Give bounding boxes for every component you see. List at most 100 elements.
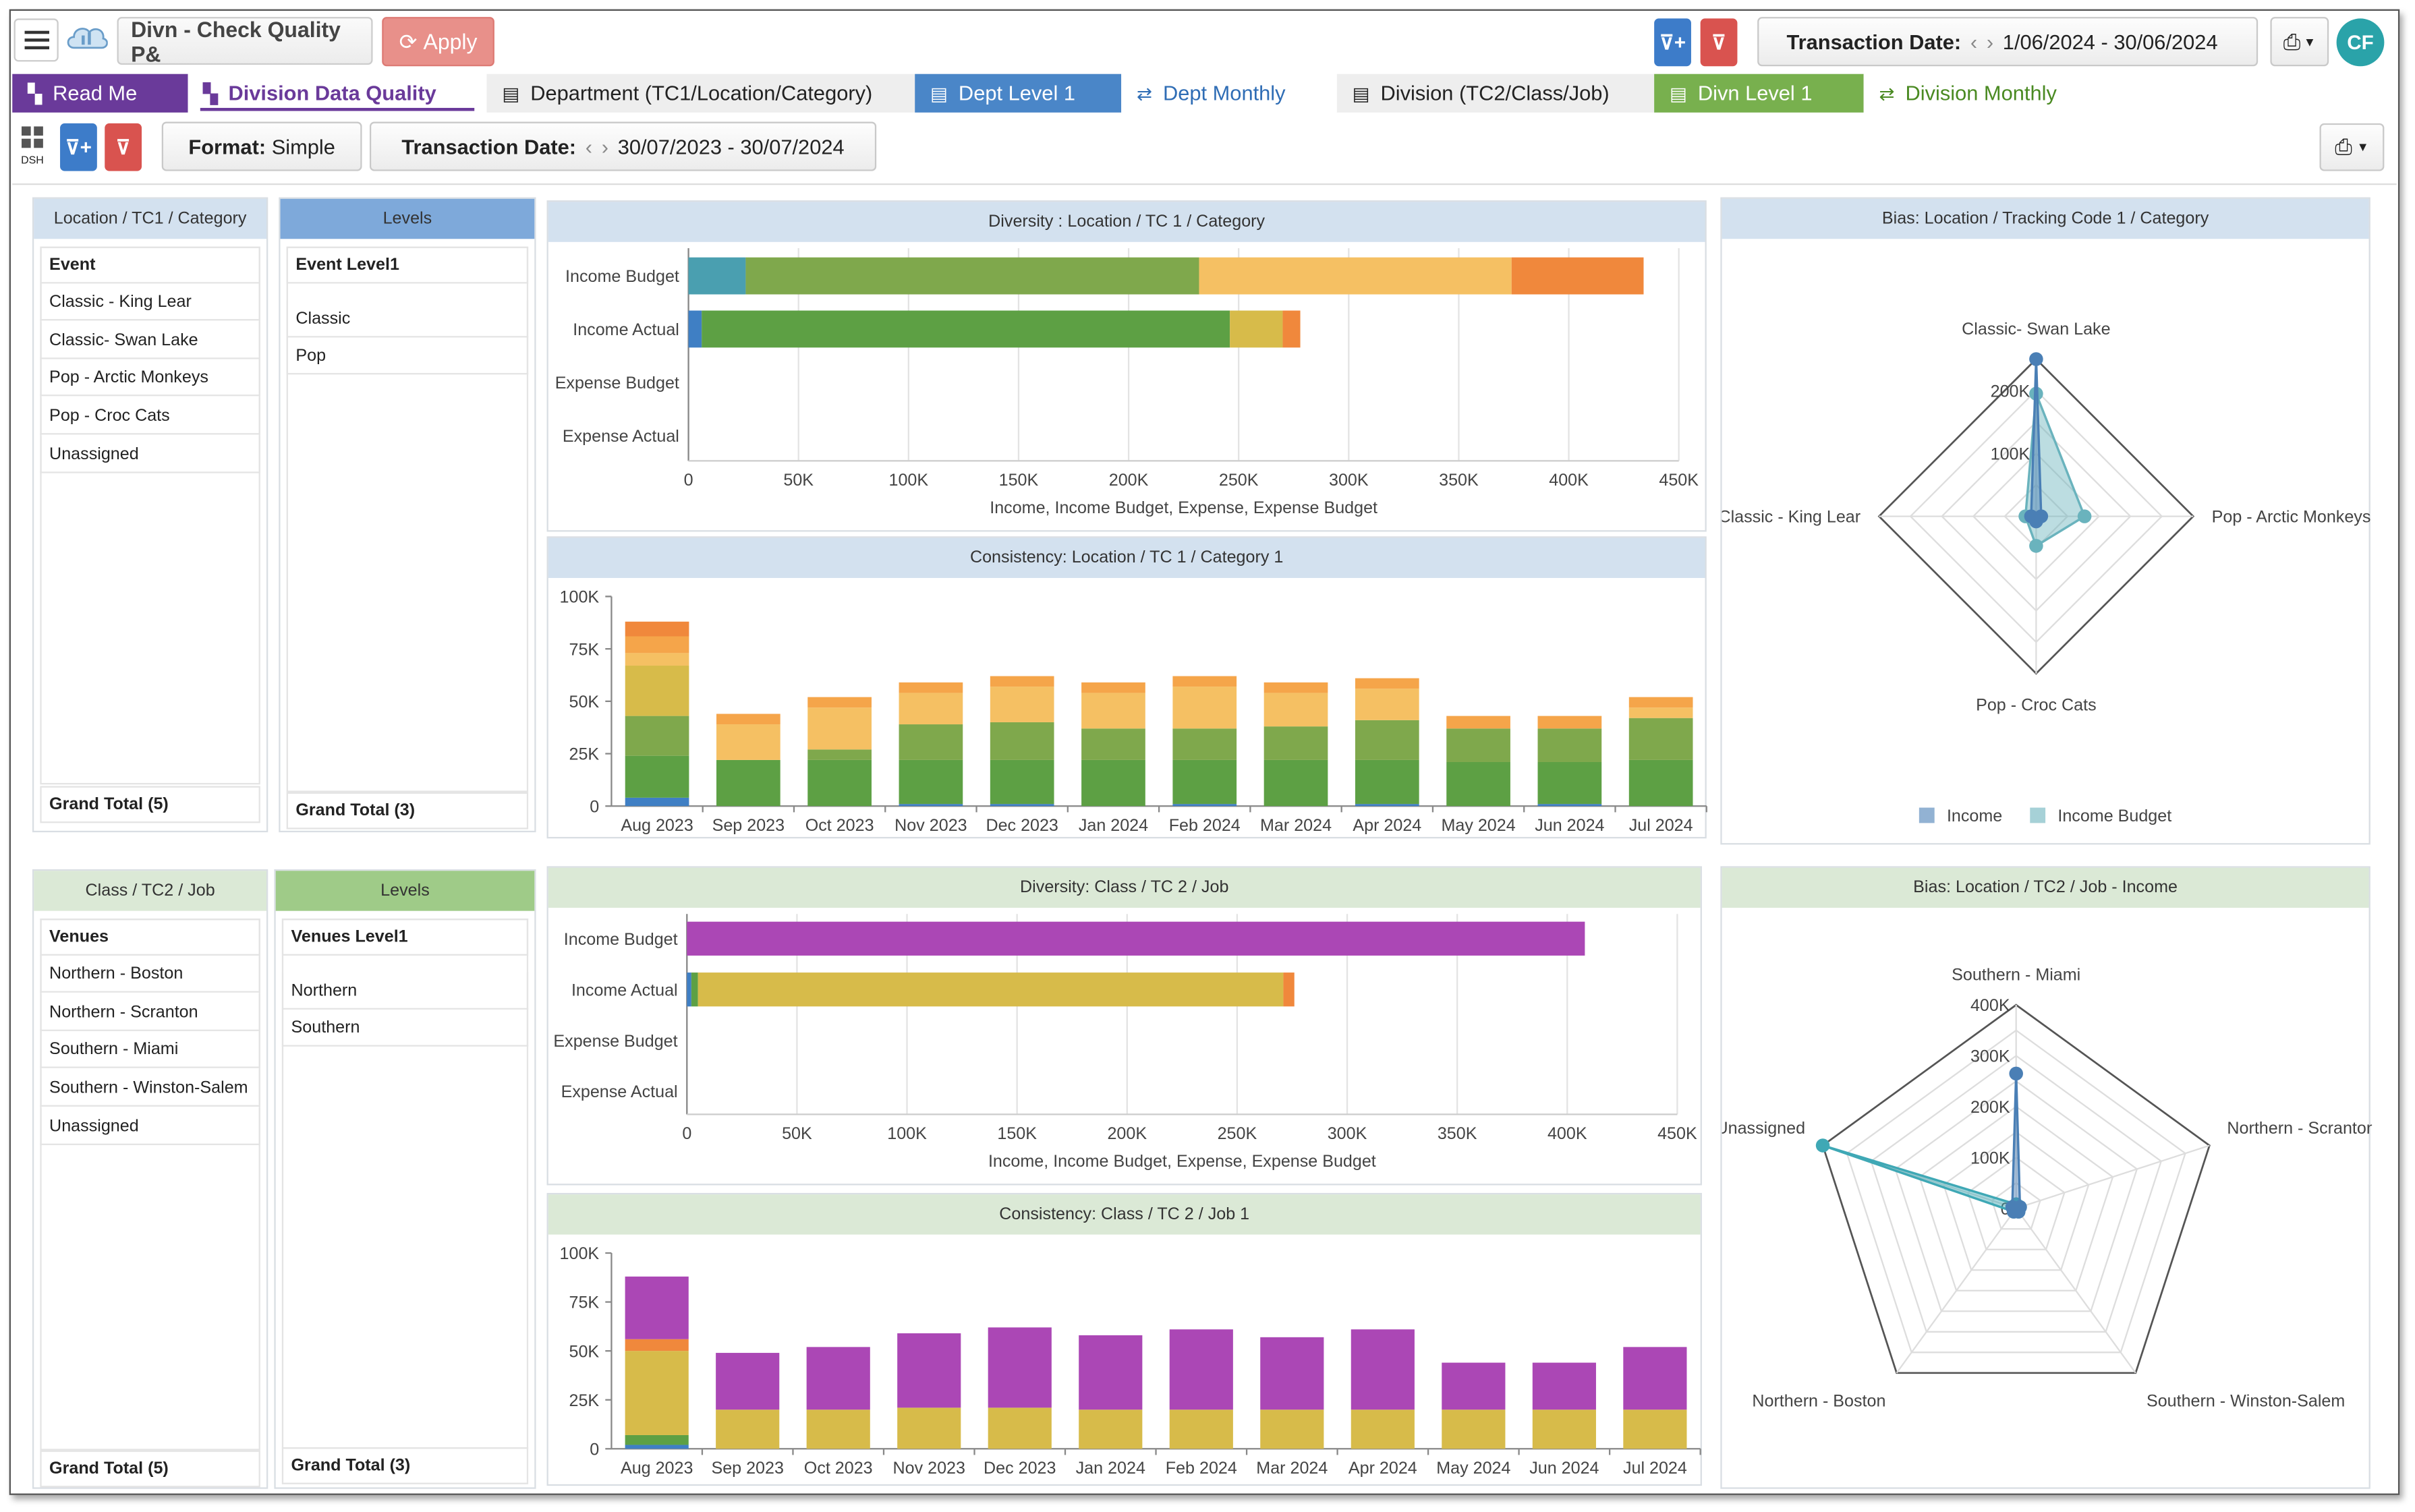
radar-axis-label: Unassigned <box>1722 1119 1805 1138</box>
bar-segment <box>807 759 872 807</box>
chart-title: Bias: Location / Tracking Code 1 / Categ… <box>1722 198 2369 239</box>
list-item[interactable]: Northern - Scranton <box>40 994 260 1031</box>
toolbar-date-filter[interactable]: Transaction Date: ‹ › 30/07/2023 - 30/07… <box>369 121 877 171</box>
bar-segment <box>1446 728 1510 762</box>
list-item[interactable]: Classic <box>286 300 529 338</box>
print-menu-button[interactable]: ⎙ ▼ <box>2270 17 2329 67</box>
legend-swatch <box>2030 807 2046 823</box>
chart-icon: ⇄ <box>1879 82 1895 105</box>
tab-division-data-quality[interactable]: ▚ Division Data Quality <box>188 74 487 113</box>
radar-axis-label: Southern - Miami <box>1952 966 2080 985</box>
tab-label: Department (TC1/Location/Category) <box>530 82 873 105</box>
x-tick-label: 350K <box>1439 471 1479 490</box>
radar-point <box>2029 352 2043 366</box>
tab-divn-level-1[interactable]: ▤ Divn Level 1 <box>1654 74 1864 113</box>
bar-segment <box>988 1327 1052 1408</box>
list-item[interactable]: Northern - Boston <box>40 955 260 993</box>
user-avatar[interactable]: CF <box>2336 18 2385 67</box>
list-item[interactable]: Northern <box>281 972 529 1010</box>
tab-label: Divn Level 1 <box>1697 82 1813 105</box>
tab-dept-monthly[interactable]: ⇄ Dept Monthly <box>1121 74 1337 113</box>
clear-filter-button-2[interactable]: ⊽ <box>105 123 142 171</box>
tab-department-tc1-location-category[interactable]: ▤ Department (TC1/Location/Category) <box>486 74 915 113</box>
print-menu-button-2[interactable]: ⎙ ▼ <box>2319 123 2385 171</box>
bar-segment <box>1537 728 1602 762</box>
hamburger-menu-button[interactable] <box>13 18 59 62</box>
bar-segment <box>806 1347 870 1410</box>
x-tick-label: 350K <box>1438 1124 1477 1143</box>
bias-chart-panel-2: Bias: Location / TC2 / Job - Income Sout… <box>1720 866 2372 1489</box>
bar-segment <box>1537 716 1602 729</box>
consistency-chart-panel-2: Consistency: Class / TC 2 / Job 1 0 25K 50… <box>546 1192 1702 1486</box>
header-date-filter[interactable]: Transaction Date: ‹ › 1/06/2024 - 30/06/… <box>1757 17 2258 67</box>
radar-tick-label: 300K <box>1970 1047 2010 1066</box>
bar-segment <box>1199 257 1512 295</box>
radar-tick-label: 400K <box>1970 996 2010 1015</box>
bar-segment <box>625 755 689 798</box>
date-filter-label: Transaction Date: <box>1786 30 1962 53</box>
list-item[interactable]: Event Level1 <box>286 246 529 284</box>
diversity-chart-panel-2: Diversity: Class / TC 2 / Job 0 50K 100K 15… <box>546 866 1702 1186</box>
bar-segment <box>1169 1329 1233 1410</box>
add-filter-button-2[interactable]: ⊽+ <box>60 123 97 171</box>
list-item[interactable]: Southern - Winston-Salem <box>40 1070 260 1107</box>
list-item[interactable]: Southern - Miami <box>40 1030 260 1068</box>
radar-tick-label: 200K <box>1991 382 2030 401</box>
bar-segment <box>1511 257 1644 295</box>
bar-segment <box>899 759 963 805</box>
chevron-left-icon[interactable]: ‹ <box>1970 30 1978 53</box>
x-tick-label: 50K <box>782 1124 812 1143</box>
format-selector[interactable]: Format: Simple <box>161 121 362 171</box>
radar-ring <box>1894 1080 2138 1312</box>
list-item[interactable]: Pop - Croc Cats <box>40 397 260 435</box>
bar-segment <box>1351 1409 1415 1449</box>
list-item[interactable]: Classic - King Lear <box>40 283 260 321</box>
clear-filter-button[interactable]: ⊽ <box>1700 18 1738 67</box>
apply-label: Apply <box>423 29 478 54</box>
chevron-right-icon[interactable]: › <box>1986 30 1994 53</box>
y-tick-label: 50K <box>569 693 599 711</box>
list-item[interactable]: Pop - Arctic Monkeys <box>40 359 260 397</box>
legend-swatch <box>1919 807 1935 823</box>
dashboard-toggle[interactable]: DSH <box>18 126 46 167</box>
y-tick-label: 25K <box>569 1391 599 1410</box>
format-label: Format: <box>188 134 266 158</box>
chevron-right-icon[interactable]: › <box>601 134 609 158</box>
list-item[interactable]: Venues <box>40 919 260 956</box>
list-item[interactable]: Event <box>40 246 260 284</box>
list-item[interactable]: Unassigned <box>40 1108 260 1146</box>
radar-ring <box>1966 1156 2066 1250</box>
chart-title: Consistency: Class / TC 2 / Job 1 <box>548 1194 1701 1235</box>
radar-spoke <box>1896 1208 2017 1374</box>
list-item[interactable]: Venues Level1 <box>281 919 529 956</box>
tab-read-me[interactable]: ▚ Read Me <box>12 74 188 113</box>
bar-segment <box>1079 1409 1143 1449</box>
tab-label: Division (TC2/Class/Job) <box>1380 82 1610 105</box>
printer-icon: ⎙ <box>2283 28 2301 53</box>
consistency-bar-chart-2: 0 25K 50K 75K 100K Aug 2023 Sep 2023 Oct 2023 No… <box>560 1244 1701 1478</box>
tab-division-monthly[interactable]: ⇄ Division Monthly <box>1863 74 2104 113</box>
grid-icon: ▤ <box>502 82 520 105</box>
tab-dept-level-1[interactable]: ▤ Dept Level 1 <box>915 74 1122 113</box>
y-category-label: Expense Actual <box>561 1082 678 1101</box>
list-item[interactable]: Southern <box>281 1009 529 1047</box>
radar-ring <box>1919 1105 2114 1291</box>
add-filter-button[interactable]: ⊽+ <box>1654 18 1691 67</box>
list-item[interactable]: Unassigned <box>40 436 260 473</box>
list-item[interactable]: Pop <box>286 337 529 375</box>
x-tick-label: 450K <box>1659 471 1699 490</box>
apply-button[interactable]: ⟳ Apply <box>382 17 494 67</box>
tab-label: Dept Level 1 <box>958 82 1076 105</box>
x-tick-label: Apr 2024 <box>1353 816 1421 835</box>
chevron-left-icon[interactable]: ‹ <box>585 134 593 158</box>
bar-segment <box>1172 804 1237 807</box>
x-axis-title: Income, Income Budget, Expense, Expense … <box>990 498 1377 517</box>
diversity-bar-chart: 0 50K 100K 150K 200K 250K 300K 350K 400K 450K Inco… <box>555 248 1699 517</box>
bar-segment <box>1081 693 1145 729</box>
y-tick-label: 50K <box>569 1342 599 1361</box>
list-item[interactable]: Classic- Swan Lake <box>40 322 260 359</box>
grid-icon: ▤ <box>1352 82 1370 105</box>
tab-division-tc2-class-job[interactable]: ▤ Division (TC2/Class/Job) <box>1336 74 1655 113</box>
bar-segment <box>1532 1362 1596 1410</box>
bar-segment <box>1169 1409 1233 1449</box>
